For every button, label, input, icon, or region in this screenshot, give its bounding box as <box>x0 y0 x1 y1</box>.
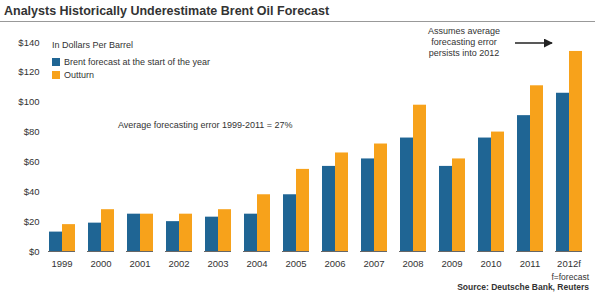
svg-text:$0: $0 <box>29 246 40 257</box>
svg-text:2003: 2003 <box>207 258 228 269</box>
svg-text:2004: 2004 <box>246 258 267 269</box>
svg-text:2011: 2011 <box>520 258 540 269</box>
svg-text:2010: 2010 <box>480 258 501 269</box>
html-text:f=forecast: f=forecast <box>551 272 589 282</box>
svg-text:2006: 2006 <box>324 258 345 269</box>
svg-text:2009: 2009 <box>441 258 462 269</box>
html-text:Source: Deutsche Bank, Reuters: Source: Deutsche Bank, Reuters <box>457 282 589 292</box>
svg-text:2005: 2005 <box>285 258 306 269</box>
svg-text:2001: 2001 <box>129 258 150 269</box>
svg-text:2002: 2002 <box>168 258 189 269</box>
svg-text:2007: 2007 <box>363 258 384 269</box>
html-text:Assumes average forecasting er: Assumes average forecasting error persis… <box>428 26 500 58</box>
svg-text:2012f: 2012f <box>557 258 581 269</box>
svg-text:$60: $60 <box>24 156 40 167</box>
html-text:In Dollars Per Barrel: In Dollars Per Barrel <box>52 40 133 50</box>
svg-text:$40: $40 <box>24 186 40 197</box>
svg-text:$80: $80 <box>24 126 40 137</box>
svg-text:2008: 2008 <box>402 258 423 269</box>
html-text:Outturn: Outturn <box>64 69 94 80</box>
svg-text:2000: 2000 <box>90 258 111 269</box>
svg-text:$20: $20 <box>24 216 40 227</box>
svg-text:1999: 1999 <box>51 258 72 269</box>
html-text:Analysts Historically Underest: Analysts Historically Underestimate Bren… <box>4 4 330 18</box>
svg-text:$120: $120 <box>18 66 39 77</box>
html-text:Average forecasting error 1999: Average forecasting error 1999-2011 = 27… <box>118 120 293 130</box>
svg-text:$140: $140 <box>18 37 39 48</box>
html-text:Brent forecast at the start of: Brent forecast at the start of the year <box>64 56 211 67</box>
svg-text:$100: $100 <box>18 96 39 107</box>
